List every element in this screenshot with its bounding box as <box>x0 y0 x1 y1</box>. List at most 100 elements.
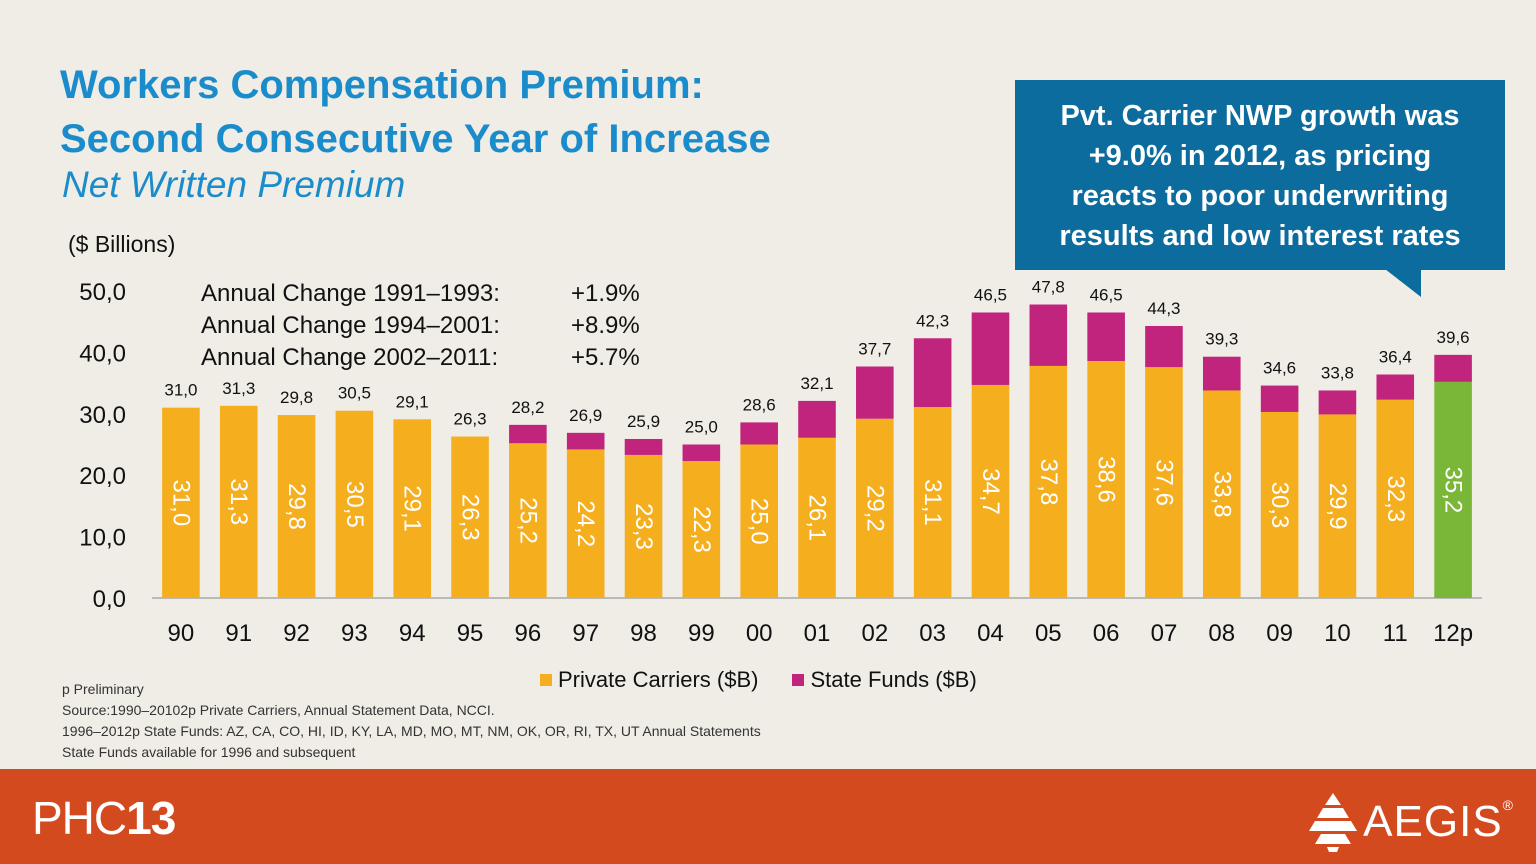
y-tick-label: 40,0 <box>79 340 126 367</box>
bar-value-label: 30,5 <box>341 481 368 528</box>
x-tick-label: 97 <box>572 620 599 647</box>
legend-item-private-carriers: Private Carriers ($B) <box>540 667 758 693</box>
footnote-line: State Funds available for 1996 and subse… <box>62 744 356 760</box>
bar-total-label: 26,3 <box>453 410 486 429</box>
x-tick-label: 96 <box>515 620 542 647</box>
annual-change-value: +1.9% <box>571 280 640 307</box>
bar-total-label: 37,7 <box>858 340 891 359</box>
annual-change-row: Annual Change 1994–2001: +8.9% <box>201 310 640 342</box>
phc-logo-number: 13 <box>126 792 176 844</box>
x-tick-label: 03 <box>919 620 946 647</box>
bar-private-carriers <box>798 437 836 598</box>
bar-state-funds <box>624 438 663 455</box>
annual-change-label: Annual Change 1994–2001: <box>201 312 500 339</box>
bar-total-label: 31,0 <box>164 381 197 400</box>
aegis-mark-icon <box>1309 793 1358 852</box>
bar-total-label: 25,9 <box>627 412 660 431</box>
annual-change-block: Annual Change 1991–1993: +1.9% Annual Ch… <box>201 278 640 374</box>
x-tick-label: 98 <box>630 620 657 647</box>
x-tick-label: 00 <box>746 620 773 647</box>
bar-value-label: 31,0 <box>167 479 194 526</box>
bar-total-label: 44,3 <box>1147 299 1180 318</box>
bar-value-label: 26,3 <box>457 494 484 541</box>
y-axis-title: ($ Billions) <box>68 231 175 257</box>
bar-state-funds <box>1029 304 1068 366</box>
y-tick-label: 20,0 <box>79 463 126 490</box>
x-tick-label: 92 <box>283 620 310 647</box>
bar-value-label: 29,9 <box>1324 483 1351 530</box>
bar-total-label: 30,5 <box>338 384 371 403</box>
y-tick-label: 10,0 <box>79 525 126 552</box>
title-line-2: Second Consecutive Year of Increase <box>60 117 771 161</box>
bar-total-label: 39,3 <box>1205 330 1238 349</box>
bar-value-label: 33,8 <box>1208 471 1235 518</box>
footnote-line: p Preliminary <box>62 681 144 697</box>
bar-total-label: 47,8 <box>1032 278 1065 297</box>
bar-private-carriers <box>451 436 489 598</box>
bar-state-funds <box>509 424 547 444</box>
bar-state-funds <box>1087 312 1125 361</box>
bar-private-carriers <box>1434 381 1472 598</box>
x-tick-label: 11 <box>1383 620 1408 647</box>
bar-state-funds <box>566 432 605 450</box>
bar-value-label: 25,0 <box>746 498 773 545</box>
bar-value-label: 26,1 <box>804 495 831 542</box>
bar-state-funds <box>971 312 1010 385</box>
x-tick-label: 07 <box>1151 620 1178 647</box>
bar-total-label: 39,6 <box>1437 328 1470 347</box>
bar-state-funds <box>1434 354 1472 382</box>
x-tick-label: 05 <box>1035 620 1062 647</box>
x-tick-label: 10 <box>1324 620 1351 647</box>
bar-private-carriers <box>740 444 778 598</box>
bar-value-label: 37,6 <box>1150 459 1177 506</box>
bar-value-label: 34,7 <box>977 468 1004 515</box>
bar-private-carriers <box>1087 360 1125 598</box>
bar-state-funds <box>856 366 894 419</box>
bar-private-carriers <box>1145 367 1183 598</box>
bar-private-carriers <box>219 405 258 598</box>
aegis-logo-text: AEGIS® <box>1363 797 1514 847</box>
annual-change-value: +8.9% <box>571 312 640 339</box>
bar-total-label: 32,1 <box>800 374 833 393</box>
callout-pointer <box>1385 269 1421 297</box>
annual-change-label: Annual Change 1991–1993: <box>201 280 500 307</box>
bar-private-carriers <box>393 419 432 598</box>
footnote-line: Source:1990–20102p Private Carriers, Ann… <box>62 702 495 718</box>
bar-chart: ($ Billions) 0,0 10,0 20,0 30,0 40,0 50,0 31,0 3… <box>68 231 1482 647</box>
page-title: Workers Compensation Premium: Second Con… <box>60 58 771 166</box>
title-line-1: Workers Compensation Premium: <box>60 63 704 107</box>
bar-value-label: 31,3 <box>225 479 252 526</box>
bar-total-label: 46,5 <box>974 285 1007 304</box>
x-tick-label: 93 <box>341 620 368 647</box>
aegis-logo-word: AEGIS <box>1363 797 1503 846</box>
x-tick-label: 08 <box>1208 620 1235 647</box>
callout-line: Pvt. Carrier NWP growth was <box>1060 100 1460 132</box>
bar-state-funds <box>740 422 778 445</box>
callout-box: Pvt. Carrier NWP growth was +9.0% in 201… <box>1015 80 1505 270</box>
x-tick-label: 99 <box>688 620 715 647</box>
bar-private-carriers <box>1202 390 1241 598</box>
annual-change-label: Annual Change 2002–2011: <box>201 344 499 371</box>
bar-value-label: 32,3 <box>1382 475 1409 522</box>
bar-private-carriers <box>509 443 547 598</box>
bar-value-label: 38,6 <box>1093 456 1120 503</box>
legend-swatch <box>792 674 805 686</box>
bar-state-funds <box>913 338 952 408</box>
phc-logo-text: PHC <box>32 792 127 844</box>
bar-private-carriers <box>1260 411 1299 598</box>
bar-value-label: 23,3 <box>630 503 657 550</box>
bar-private-carriers <box>971 384 1010 598</box>
bar-state-funds <box>798 400 836 438</box>
footnotes: p Preliminary Source:1990–20102p Private… <box>62 679 761 763</box>
bar-private-carriers <box>682 461 721 598</box>
x-tick-label: 09 <box>1266 620 1293 647</box>
annual-change-row: Annual Change 1991–1993: +1.9% <box>201 278 640 310</box>
bar-total-label: 29,8 <box>280 388 313 407</box>
bar-total-label: 46,5 <box>1090 285 1123 304</box>
bar-private-carriers <box>1318 414 1357 598</box>
bar-value-label: 37,8 <box>1035 459 1062 506</box>
chart-legend: Private Carriers ($B) State Funds ($B) <box>540 667 1011 693</box>
phc-logo: PHC13 <box>32 791 176 845</box>
y-tick-label: 30,0 <box>79 402 126 429</box>
footnote-line: 1996–2012p State Funds: AZ, CA, CO, HI, … <box>62 723 761 739</box>
